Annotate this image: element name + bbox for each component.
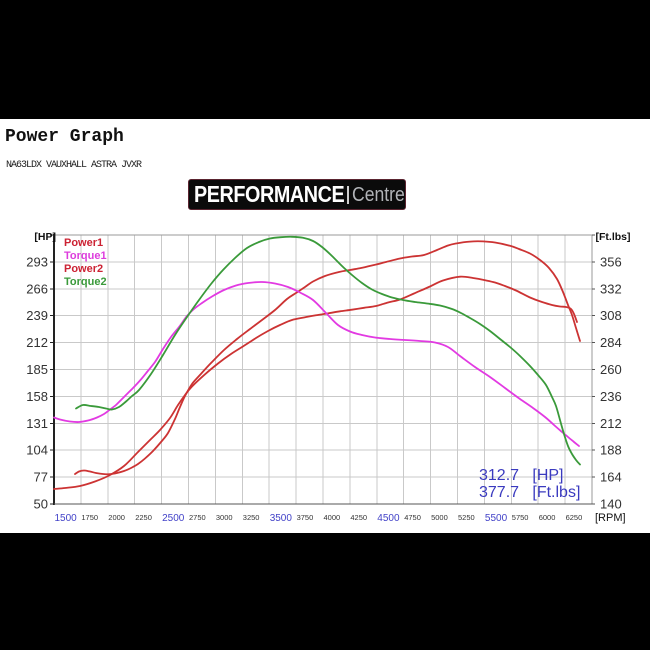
svg-text:2250: 2250 xyxy=(135,513,152,522)
svg-text:239: 239 xyxy=(26,308,48,323)
svg-text:293: 293 xyxy=(26,254,48,269)
svg-text:Torque2: Torque2 xyxy=(64,276,107,288)
svg-text:[Ft.lbs]: [Ft.lbs] xyxy=(596,231,631,243)
svg-text:131: 131 xyxy=(26,416,48,431)
svg-text:312.7 [HP]: 312.7 [HP] xyxy=(479,467,564,484)
svg-text:4000: 4000 xyxy=(324,513,341,522)
svg-text:140: 140 xyxy=(600,497,622,512)
svg-text:6000: 6000 xyxy=(539,513,556,522)
svg-text:5750: 5750 xyxy=(512,513,529,522)
svg-text:Power1: Power1 xyxy=(64,237,103,249)
svg-text:5250: 5250 xyxy=(458,513,475,522)
svg-text:6250: 6250 xyxy=(566,513,583,522)
svg-text:188: 188 xyxy=(600,443,622,458)
svg-text:356: 356 xyxy=(600,254,622,269)
svg-text:2500: 2500 xyxy=(162,513,185,524)
svg-text:266: 266 xyxy=(26,281,48,296)
svg-text:3000: 3000 xyxy=(216,513,233,522)
svg-text:2750: 2750 xyxy=(189,513,206,522)
svg-text:212: 212 xyxy=(600,416,622,431)
svg-text:4750: 4750 xyxy=(404,513,421,522)
svg-text:308: 308 xyxy=(600,308,622,323)
svg-text:5500: 5500 xyxy=(485,513,508,524)
svg-text:3250: 3250 xyxy=(243,513,260,522)
svg-text:260: 260 xyxy=(600,362,622,377)
svg-text:[HP]: [HP] xyxy=(34,231,56,243)
svg-text:77: 77 xyxy=(34,470,48,485)
svg-text:[RPM]: [RPM] xyxy=(595,512,626,524)
svg-text:Power2: Power2 xyxy=(64,263,103,275)
svg-text:5000: 5000 xyxy=(431,513,448,522)
svg-text:332: 332 xyxy=(600,281,622,296)
svg-text:284: 284 xyxy=(600,335,622,350)
svg-text:4250: 4250 xyxy=(350,513,367,522)
svg-text:1750: 1750 xyxy=(81,513,98,522)
svg-text:164: 164 xyxy=(600,470,622,485)
svg-text:158: 158 xyxy=(26,389,48,404)
svg-text:2000: 2000 xyxy=(108,513,125,522)
svg-text:377.7 [Ft.lbs]: 377.7 [Ft.lbs] xyxy=(479,484,580,501)
svg-text:212: 212 xyxy=(26,335,48,350)
svg-text:104: 104 xyxy=(26,443,48,458)
svg-text:3750: 3750 xyxy=(297,513,314,522)
svg-text:236: 236 xyxy=(600,389,622,404)
svg-text:185: 185 xyxy=(26,362,48,377)
svg-text:3500: 3500 xyxy=(270,513,293,524)
svg-text:4500: 4500 xyxy=(377,513,400,524)
svg-text:Torque1: Torque1 xyxy=(64,250,107,262)
svg-text:50: 50 xyxy=(34,497,48,512)
svg-text:1500: 1500 xyxy=(55,513,78,524)
